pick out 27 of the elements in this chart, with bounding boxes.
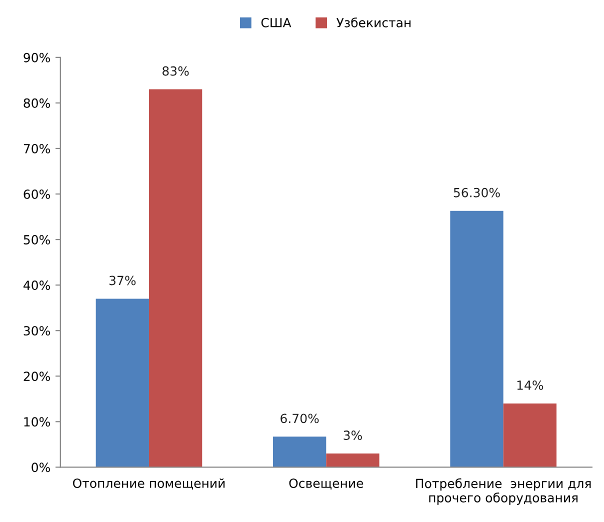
y-tick-label: 60%: [24, 189, 50, 199]
data-label: 6.70%: [280, 414, 319, 424]
data-label: 3%: [344, 430, 362, 440]
y-tick-label: 0%: [32, 462, 50, 472]
data-label: 83%: [162, 66, 189, 76]
legend-label: Узбекистан: [336, 17, 411, 28]
bar: [273, 436, 326, 468]
y-tick-label: 40%: [24, 280, 50, 290]
x-tick-label: Освещение: [289, 478, 364, 490]
y-tick-label: 70%: [24, 144, 50, 154]
bar: [148, 89, 202, 468]
x-tick-label: Потребление энергии для прочего оборудования: [416, 478, 591, 505]
y-tick-label: 90%: [24, 52, 50, 62]
y-tick-label: 10%: [24, 417, 50, 427]
legend-label: США: [261, 18, 292, 28]
bar: [503, 403, 556, 468]
data-label: 37%: [109, 276, 136, 286]
bar: [326, 454, 380, 468]
bar: [450, 210, 504, 468]
x-tick-label: Отопление помещений: [72, 478, 225, 490]
data-label: 14%: [517, 380, 544, 390]
bar: [96, 298, 149, 468]
y-tick-label: 20%: [24, 372, 50, 382]
y-tick-label: 80%: [24, 98, 50, 108]
data-label: 56.30%: [454, 188, 500, 198]
y-tick-label: 50%: [24, 235, 50, 244]
y-tick-label: 30%: [24, 326, 50, 336]
